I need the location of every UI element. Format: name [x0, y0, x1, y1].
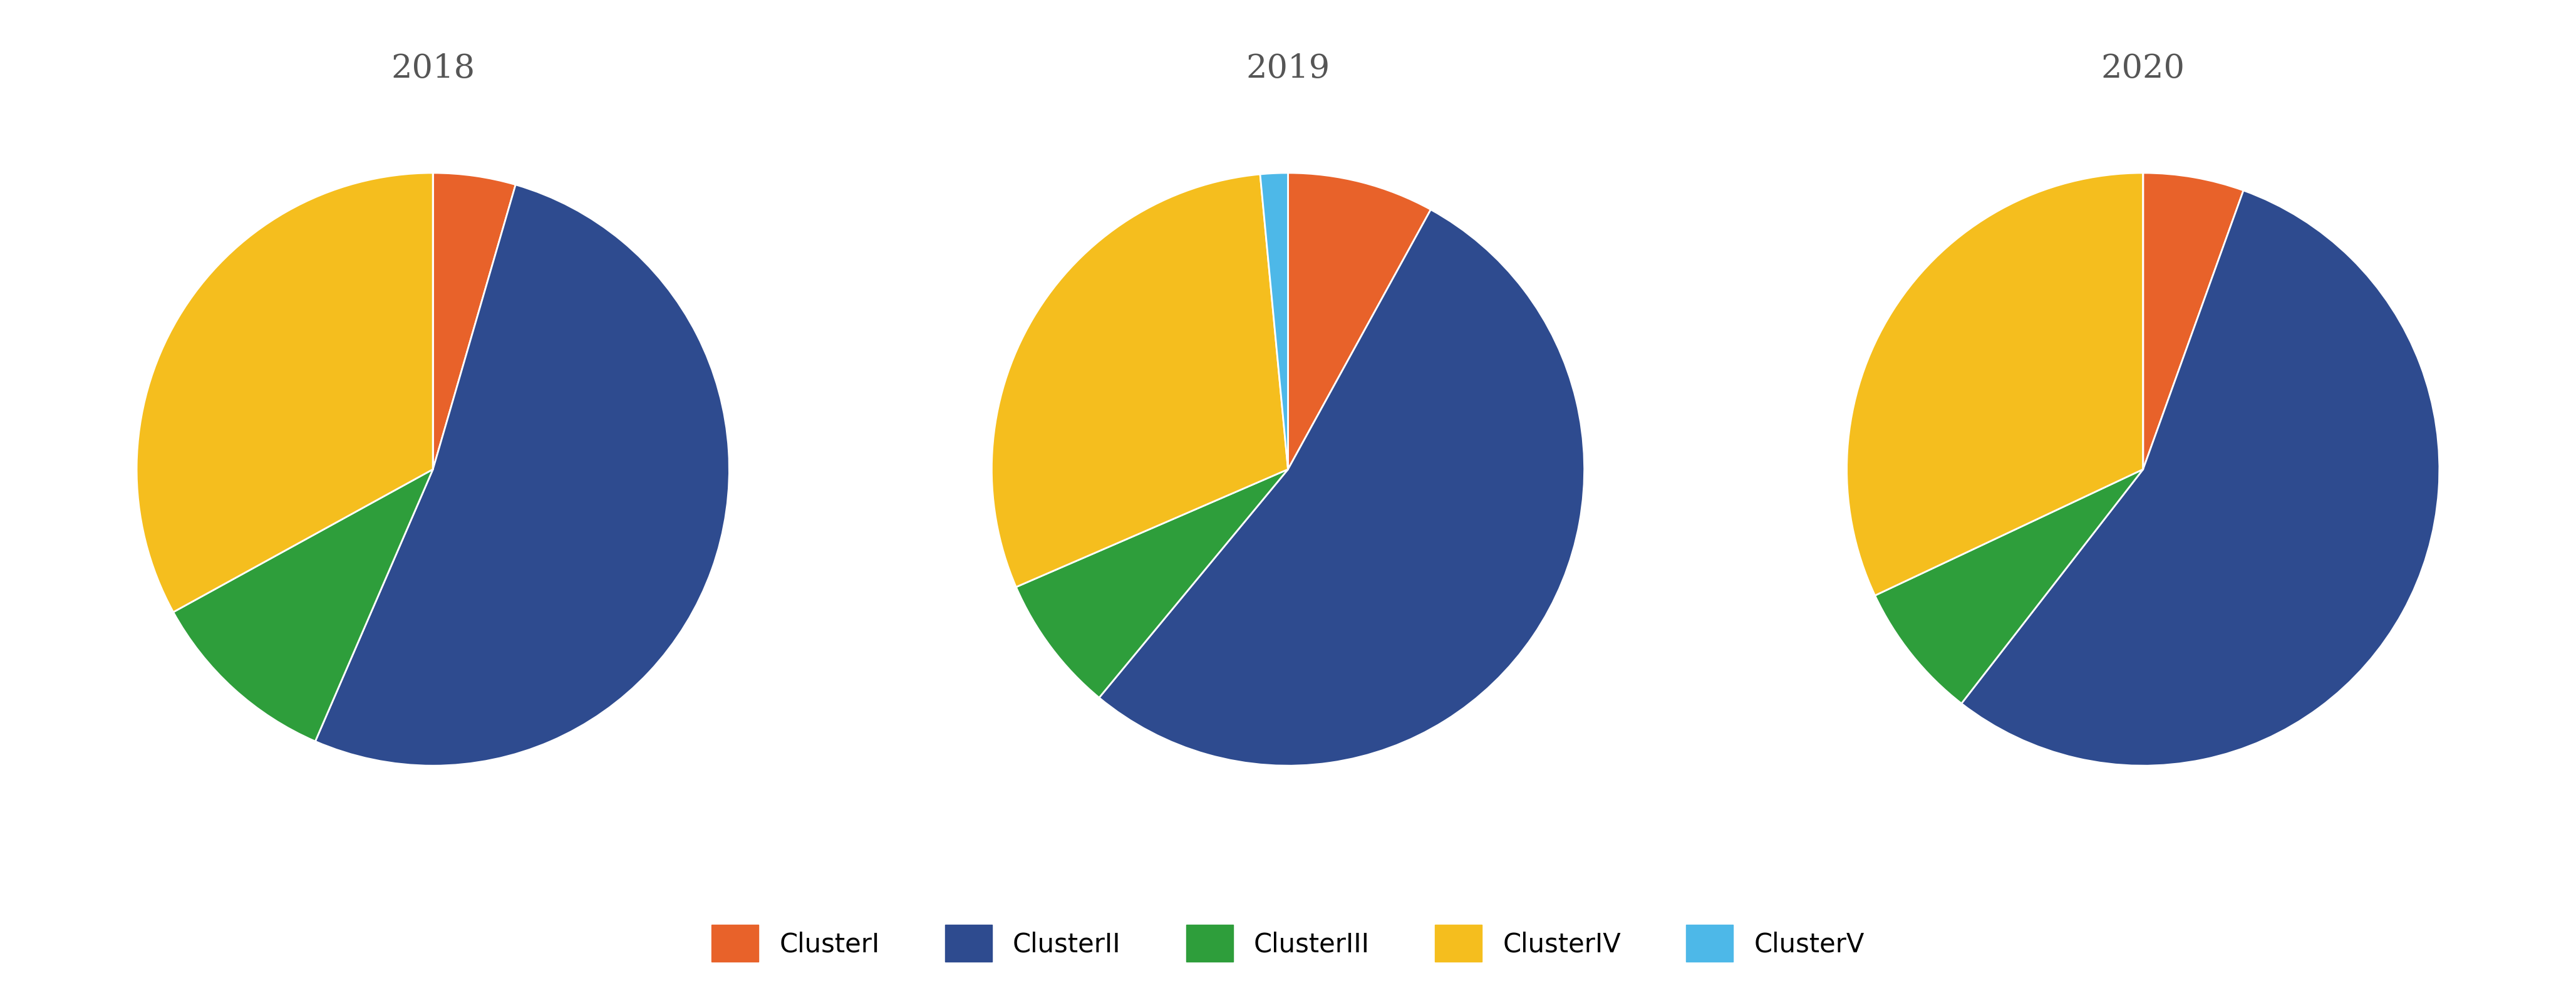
Wedge shape — [1960, 191, 2439, 766]
Wedge shape — [1100, 209, 1584, 766]
Wedge shape — [1260, 173, 1288, 469]
Wedge shape — [1847, 173, 2143, 596]
Wedge shape — [314, 185, 729, 766]
Wedge shape — [433, 173, 515, 469]
Title: 2020: 2020 — [2102, 52, 2184, 85]
Wedge shape — [1015, 469, 1288, 698]
Wedge shape — [1875, 469, 2143, 703]
Wedge shape — [137, 173, 433, 613]
Title: 2019: 2019 — [1247, 52, 1329, 85]
Wedge shape — [992, 174, 1288, 587]
Title: 2018: 2018 — [392, 52, 474, 85]
Wedge shape — [1288, 173, 1430, 469]
Legend: ClusterI, ClusterII, ClusterIII, ClusterIV, ClusterV: ClusterI, ClusterII, ClusterIII, Cluster… — [698, 912, 1878, 975]
Wedge shape — [173, 469, 433, 741]
Wedge shape — [2143, 173, 2244, 469]
